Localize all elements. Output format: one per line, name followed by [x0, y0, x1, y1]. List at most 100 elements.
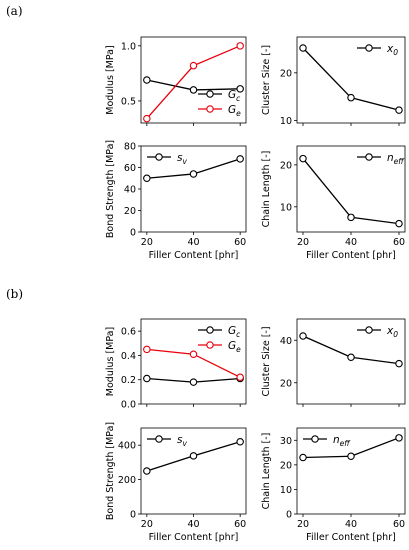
legend-label: Ge	[228, 104, 241, 118]
y-tick-label: 40	[280, 336, 292, 347]
x-tick-label: 20	[141, 519, 153, 530]
y-tick-label: 30	[280, 436, 292, 447]
data-point	[347, 93, 355, 102]
y-tick-label: 10	[280, 116, 292, 127]
chart-b-3: 0 200 400 20 40 60 Bond Strength [MPa] Filler C…	[105, 422, 247, 543]
y-tick-label: 200	[118, 475, 136, 486]
y-tick-label: 0.4	[121, 351, 136, 362]
chart-a-4: 10 20 20 40 60 Chain Length [-] Filler Content…	[261, 145, 406, 261]
y-tick-label: 20	[124, 206, 136, 217]
y-tick-label: 20	[280, 378, 292, 389]
data-point	[347, 452, 355, 461]
y-tick-label: 0	[130, 510, 136, 521]
data-point	[189, 378, 198, 386]
y-tick-label: 10	[280, 202, 292, 213]
x-axis-label: Filler Content [phr]	[149, 532, 239, 543]
data-point	[299, 332, 307, 340]
y-tick-label: 80	[124, 142, 136, 153]
legend-marker	[311, 435, 319, 443]
x-tick-label: 60	[393, 237, 405, 248]
legend-marker	[206, 90, 214, 98]
x-tick-label: 60	[234, 519, 246, 530]
legend-label: x0	[386, 325, 398, 339]
data-point	[143, 345, 151, 354]
data-point	[395, 359, 403, 368]
y-tick-label: 0	[286, 510, 292, 521]
data-point	[395, 434, 403, 442]
data-point	[143, 174, 151, 183]
data-point	[395, 106, 403, 114]
legend-marker	[365, 326, 373, 334]
y-axis-label: Bond Strength [MPa]	[105, 422, 116, 520]
legend-marker	[206, 105, 214, 113]
series-line	[146, 45, 241, 120]
data-point	[143, 114, 151, 123]
legend-marker	[155, 435, 163, 443]
y-tick-label: 10	[280, 485, 292, 496]
legend-label: sv	[177, 152, 187, 166]
data-point	[189, 452, 198, 460]
chart-a-3: 0 20 40 60 80 20 40 60 Bond Strength [MPa] Filler…	[105, 140, 247, 261]
legend-label: neff	[387, 152, 405, 166]
x-axis-label: Filler Content [phr]	[306, 250, 396, 261]
y-tick-label: 0.2	[121, 375, 136, 386]
data-point	[347, 353, 355, 361]
x-tick-label: 40	[187, 237, 199, 248]
data-point	[236, 85, 244, 93]
y-axis-label: Modulus [MPa]	[105, 327, 116, 396]
legend-marker	[155, 153, 163, 161]
legend-marker	[206, 341, 214, 349]
x-axis-label: Filler Content [phr]	[149, 250, 239, 261]
data-point	[189, 170, 198, 178]
y-tick-label: 60	[124, 163, 136, 174]
y-axis-label: Cluster Size [-]	[261, 45, 272, 115]
data-point	[299, 44, 307, 52]
data-point	[347, 213, 355, 222]
legend-label: neff	[333, 434, 351, 448]
y-tick-label: 0.5	[121, 96, 136, 107]
data-point	[143, 76, 151, 84]
y-axis-label: Modulus [MPa]	[105, 45, 116, 114]
x-tick-label: 40	[187, 519, 199, 530]
data-point	[236, 438, 244, 446]
x-tick-label: 20	[141, 237, 153, 248]
panel-b-label: (b)	[6, 287, 23, 301]
data-point	[299, 154, 307, 163]
y-tick-label: 20	[280, 68, 292, 79]
data-point	[299, 453, 307, 462]
data-point	[236, 155, 244, 163]
legend-marker	[365, 153, 373, 161]
y-tick-label: 0	[130, 228, 136, 239]
y-axis-label: Chain Length [-]	[261, 433, 272, 510]
x-tick-label: 40	[345, 237, 357, 248]
chart-b-2: 20 40 Cluster Size [-] x0	[261, 318, 406, 407]
data-point	[189, 61, 198, 70]
y-tick-label: 400	[118, 441, 136, 452]
data-point	[189, 350, 198, 358]
x-tick-label: 60	[234, 237, 246, 248]
y-axis-label: Bond Strength [MPa]	[105, 140, 116, 238]
panel-a-label: (a)	[6, 4, 23, 18]
y-axis-label: Cluster Size [-]	[261, 326, 272, 396]
y-tick-label: 0.0	[121, 400, 136, 411]
x-axis-label: Filler Content [phr]	[306, 532, 396, 543]
legend-label: Gc	[228, 325, 241, 339]
data-point	[143, 467, 151, 475]
data-point	[189, 86, 198, 94]
chart-a-2: 10 20 Cluster Size [-] x0	[261, 36, 406, 127]
y-tick-label: 40	[124, 185, 136, 196]
x-tick-label: 20	[297, 519, 309, 530]
data-point	[236, 42, 244, 50]
x-tick-label: 20	[297, 237, 309, 248]
y-axis-label: Chain Length [-]	[261, 151, 272, 228]
y-tick-label: 20	[280, 160, 292, 171]
y-tick-label: 20	[280, 460, 292, 471]
legend-label: sv	[177, 434, 187, 448]
chart-b-4: 0 10 20 30 20 40 60 Chain Length [-] Filler Cont…	[261, 427, 406, 543]
data-point	[236, 373, 244, 382]
y-tick-label: 0.6	[121, 327, 136, 338]
x-tick-label: 60	[393, 519, 405, 530]
